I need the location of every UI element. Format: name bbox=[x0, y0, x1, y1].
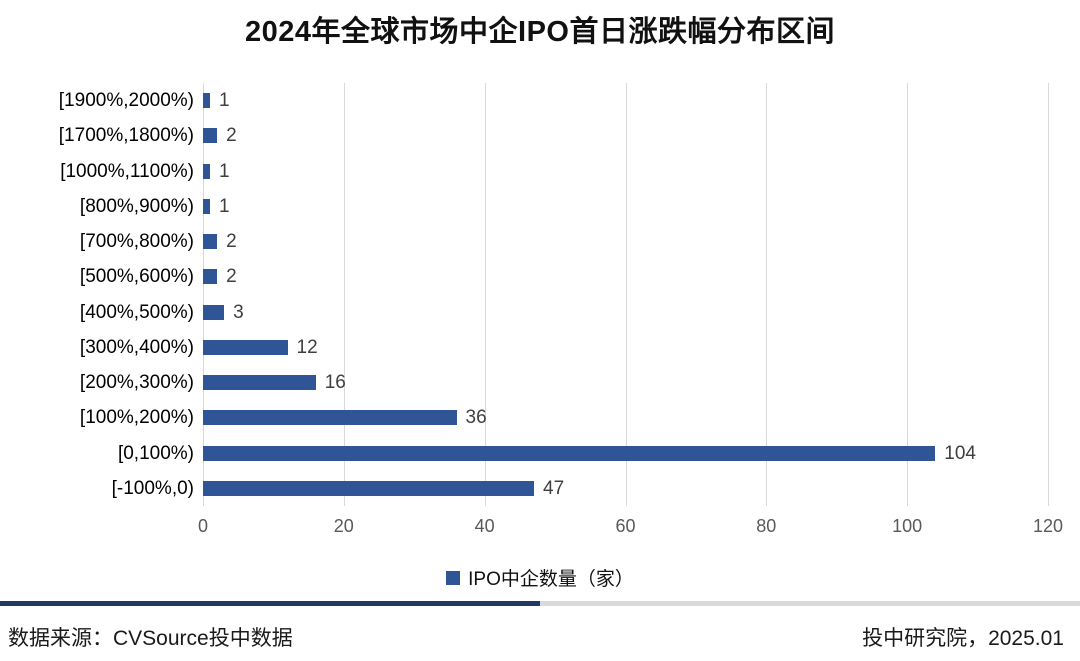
chart-legend: IPO中企数量（家） bbox=[0, 564, 1080, 591]
value-label: 1 bbox=[219, 160, 230, 182]
bar bbox=[203, 480, 534, 496]
bar bbox=[203, 339, 288, 355]
bar bbox=[203, 269, 218, 285]
bar bbox=[203, 304, 225, 320]
category-label: [100%,200%) bbox=[79, 407, 194, 429]
value-label: 36 bbox=[465, 407, 487, 429]
bar bbox=[203, 375, 316, 391]
bar bbox=[203, 198, 210, 214]
bar-chart: 1 2 1 1 2 2 3 12 16 36 104 47 0 20 40 60 80 100 120 [1900%… bbox=[16, 83, 1063, 538]
category-label: [400%,500%) bbox=[79, 301, 194, 323]
category-label: [500%,600%) bbox=[79, 266, 194, 288]
chart-title: 2024年全球市场中企IPO首日涨跌幅分布区间 bbox=[245, 16, 835, 48]
category-label: [300%,400%) bbox=[79, 336, 194, 358]
gridline bbox=[1048, 83, 1049, 506]
value-label: 12 bbox=[296, 336, 318, 358]
x-axis-tick-label: 40 bbox=[474, 516, 495, 536]
bar bbox=[203, 410, 457, 426]
gridline bbox=[907, 83, 909, 506]
footer-divider-accent bbox=[0, 601, 540, 606]
data-source-text: 数据来源：CVSource投中数据 bbox=[8, 627, 293, 650]
x-axis-tick-label: 0 bbox=[197, 516, 208, 536]
value-label: 3 bbox=[233, 301, 244, 323]
x-axis-tick-label: 100 bbox=[892, 516, 923, 536]
legend-label: IPO中企数量（家） bbox=[468, 569, 634, 590]
x-axis-tick-label: 60 bbox=[615, 516, 636, 536]
category-label: [700%,800%) bbox=[79, 231, 194, 252]
value-label: 104 bbox=[944, 442, 976, 464]
gridline bbox=[343, 83, 345, 506]
bar bbox=[203, 93, 210, 109]
gridline bbox=[766, 83, 768, 506]
value-label: 47 bbox=[543, 477, 565, 499]
bar bbox=[203, 445, 936, 461]
x-axis-tick-label: 20 bbox=[333, 516, 354, 536]
bar bbox=[203, 234, 218, 250]
category-label: [800%,900%) bbox=[79, 195, 194, 217]
x-axis-tick-label: 80 bbox=[756, 516, 777, 536]
category-label: [1000%,1100%) bbox=[60, 160, 194, 182]
category-label: [1700%,1800%) bbox=[58, 125, 194, 147]
footer-divider bbox=[0, 601, 1080, 606]
category-label: [200%,300%) bbox=[79, 372, 194, 393]
bar bbox=[203, 128, 218, 144]
value-label: 16 bbox=[324, 372, 346, 394]
credit-text: 投中研究院，2025.01 bbox=[862, 627, 1064, 650]
value-label: 1 bbox=[219, 90, 230, 112]
gridline bbox=[625, 83, 627, 506]
category-label: [1900%,2000%) bbox=[58, 90, 194, 111]
bar bbox=[203, 163, 210, 179]
value-label: 1 bbox=[219, 195, 230, 217]
footer: 数据来源：CVSource投中数据 投中研究院，2025.01 bbox=[0, 622, 1080, 652]
gridline bbox=[484, 83, 486, 506]
x-axis-tick-label: 120 bbox=[1032, 516, 1064, 536]
legend-square-icon bbox=[446, 570, 461, 585]
category-label: [0,100%) bbox=[117, 442, 194, 464]
value-label: 2 bbox=[226, 231, 237, 253]
category-label: [-100%,0) bbox=[111, 477, 194, 499]
value-label: 2 bbox=[226, 266, 237, 288]
value-label: 2 bbox=[226, 125, 237, 147]
plot-area: 1 2 1 1 2 2 3 12 16 36 104 47 bbox=[203, 83, 1049, 506]
gridline bbox=[203, 83, 204, 506]
